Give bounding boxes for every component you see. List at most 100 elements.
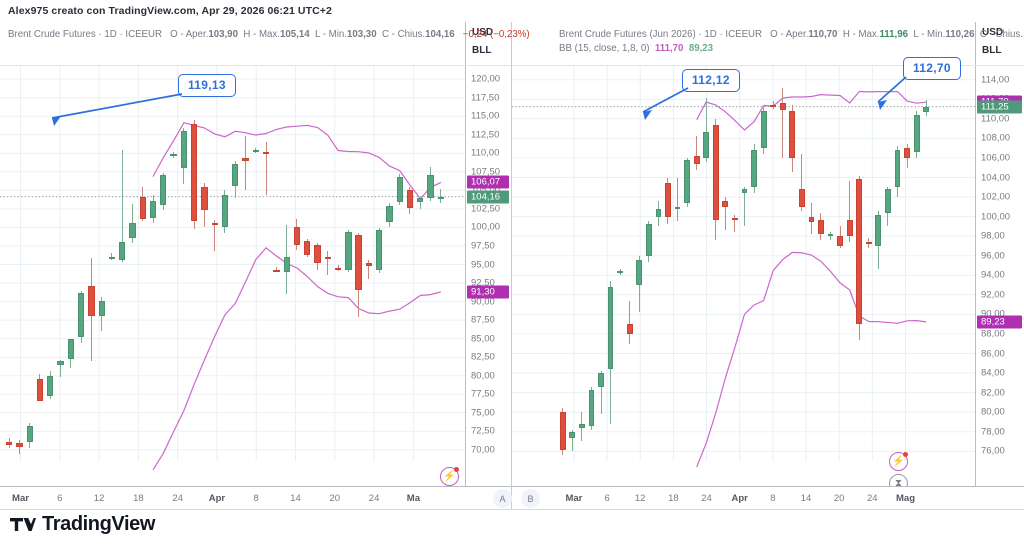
candle: [427, 166, 434, 201]
candle: [732, 214, 738, 233]
price-tick: 72,50: [471, 425, 495, 437]
candle: [741, 187, 748, 227]
candle-body: [885, 189, 891, 213]
price-tick: 107,50: [471, 166, 501, 178]
time-label: 20: [833, 493, 845, 504]
candle-wick: [724, 197, 726, 231]
candle-body: [108, 257, 116, 260]
candle-body: [437, 196, 445, 199]
chart-panel-b[interactable]: 112,12 112,70 ⚡ ⧗ Brent Crude Futures (J…: [512, 22, 1024, 510]
time-label: Apr: [731, 493, 748, 504]
candle-body: [875, 214, 882, 246]
candle-body: [139, 196, 146, 220]
price-tick: 115,00: [471, 110, 500, 122]
chart-plot-b[interactable]: 112,12 112,70 ⚡ ⧗: [512, 22, 975, 510]
candle: [47, 371, 54, 400]
candle-wick: [571, 429, 573, 452]
candle: [221, 190, 229, 234]
candle: [904, 144, 910, 168]
time-scale-a[interactable]: Mar 6 12 18 24 Apr 8 14 20 24 Ma A: [0, 486, 512, 510]
tradingview-logo-icon: [10, 517, 36, 531]
candle: [559, 408, 566, 456]
price-tick: 106,00: [981, 152, 1011, 164]
candle: [693, 136, 700, 170]
alert-icon[interactable]: ⚡: [889, 452, 908, 471]
candle: [607, 281, 614, 424]
candle-body: [751, 150, 757, 188]
price-tick: 76,00: [981, 445, 1005, 457]
candle: [437, 189, 445, 203]
candle: [191, 119, 198, 229]
candle-wick: [18, 439, 20, 455]
candle-body: [808, 216, 815, 223]
candle-wick: [849, 181, 851, 242]
candle-body: [334, 268, 342, 271]
candle-body: [598, 373, 604, 387]
chart-panel-a[interactable]: 119,13 ⚡ Brent Crude Futures · 1D · ICEE…: [0, 22, 530, 510]
time-label: 12: [93, 493, 105, 504]
candle-body: [569, 431, 576, 438]
price-callout-b[interactable]: 112,70: [903, 57, 961, 80]
price-tick: 97,50: [471, 240, 495, 252]
time-label: 18: [133, 493, 144, 504]
price-callout-b-mid[interactable]: 112,12: [682, 69, 740, 92]
chart-tab-a[interactable]: A: [493, 489, 512, 508]
candle-wick: [830, 232, 832, 240]
alert-icon[interactable]: ⚡: [440, 467, 459, 486]
candle-body: [170, 153, 177, 156]
candle: [827, 232, 834, 240]
price-tick: 102,00: [981, 191, 1011, 203]
price-scale-header-a: USD BLL: [466, 22, 511, 66]
time-label: 24: [172, 493, 183, 504]
candle: [712, 118, 719, 240]
candle: [273, 266, 280, 272]
chart-plot-a[interactable]: 119,13 ⚡: [0, 22, 466, 510]
candle-body: [355, 234, 362, 290]
candle-body: [837, 236, 844, 246]
candle: [674, 177, 681, 221]
candle: [875, 210, 882, 270]
candle-body: [57, 360, 64, 366]
candle: [16, 439, 23, 455]
candle-body: [818, 220, 824, 235]
price-tick: 85,00: [471, 333, 495, 345]
candle: [201, 182, 208, 228]
candle: [856, 175, 863, 340]
candle-body: [98, 301, 105, 317]
candle-body: [655, 208, 662, 217]
candle-body: [732, 218, 738, 221]
candle-body: [722, 200, 729, 207]
candle-body: [760, 110, 767, 149]
candle: [645, 220, 652, 262]
candle: [837, 226, 844, 248]
price-tick: 95,00: [471, 259, 495, 270]
candle: [808, 202, 815, 235]
candle-body: [617, 271, 624, 274]
chart-tab-b[interactable]: B: [521, 489, 540, 508]
candle: [129, 203, 136, 243]
candle: [139, 187, 146, 221]
price-tick: 98,00: [981, 230, 1005, 242]
candle-body: [262, 151, 270, 154]
candle-body: [26, 426, 33, 443]
candle: [770, 101, 777, 109]
candle-body: [252, 150, 260, 153]
candle: [314, 243, 321, 271]
price-tick: 117,50: [471, 92, 500, 104]
candle: [232, 161, 239, 198]
time-scale-b[interactable]: Mar 6 12 18 24 Apr 8 14 20 24 Mag B: [512, 486, 1024, 510]
candle: [417, 197, 424, 209]
price-tick: 87,50: [471, 314, 495, 326]
price-callout-a[interactable]: 119,13: [178, 74, 236, 97]
candle-body: [741, 189, 748, 194]
price-unit-b: USD: [982, 27, 1004, 38]
price-scale-b[interactable]: USD BLL 114,00112,00110,00108,00106,0010…: [975, 22, 1024, 510]
candle: [846, 181, 853, 242]
price-tick: 88,00: [981, 328, 1005, 340]
candle-wick: [440, 189, 442, 203]
candle-body: [789, 110, 796, 158]
candle: [779, 87, 786, 158]
candle-body: [77, 292, 85, 338]
candle-wick: [629, 300, 631, 344]
price-scale-a[interactable]: USD BLL 120,00 117,50 115,00 112,50 110,00 10…: [465, 22, 511, 510]
